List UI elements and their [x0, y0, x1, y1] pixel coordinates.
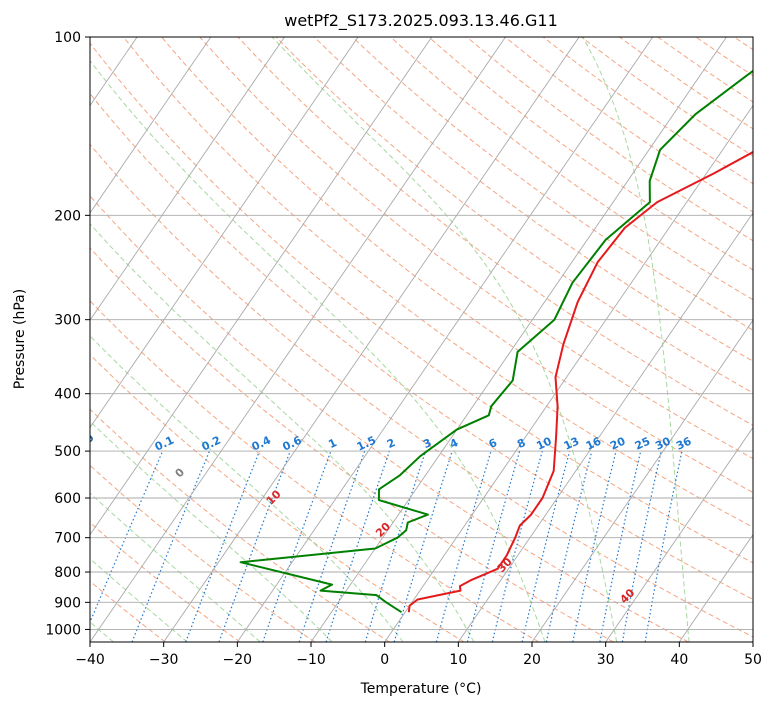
dry-adiabat: [275, 37, 753, 394]
mixing-ratio-label: 10: [534, 434, 554, 452]
x-tick-label: −30: [149, 652, 179, 668]
mixing-ratio-label: 16: [584, 434, 604, 452]
isotherm: [457, 212, 753, 642]
mixing-ratio-line: [466, 450, 521, 642]
isotherm: [163, 37, 580, 642]
y-axis: 100 200 300 400 500 600 700 800 900 1000: [45, 30, 90, 638]
temperature-profile: [407, 150, 753, 613]
mixing-ratio-line: [262, 450, 332, 642]
background-lines: [90, 37, 753, 642]
moist-adiabat: [90, 59, 546, 642]
dry-adiabat: [123, 37, 753, 528]
plot-frame: [89, 36, 754, 643]
y-tick-label: 600: [54, 491, 81, 507]
moist-adiabat: [582, 37, 690, 642]
isotherm: [310, 37, 727, 642]
x-tick-label: −20: [223, 652, 253, 668]
y-axis-label: Pressure (hPa): [12, 289, 28, 389]
dry-adiabat: [390, 37, 753, 301]
mixing-ratio-line: [325, 450, 390, 642]
mixing-ratio-label: 25: [633, 435, 652, 453]
isotherm: [90, 37, 359, 429]
y-tick-label: 500: [54, 444, 81, 460]
mixing-ratio-label: 20: [608, 434, 628, 452]
moist-adiabat: [90, 223, 475, 642]
dry-adiabat: [161, 37, 753, 494]
y-tick-label: 400: [54, 387, 81, 403]
mixing-ratio-line: [218, 450, 291, 642]
y-tick-label: 100: [54, 30, 81, 46]
isotherm: [236, 37, 654, 642]
isotherm: [678, 533, 753, 642]
mixing-ratio-line: [545, 450, 593, 642]
y-tick-label: 1000: [45, 622, 81, 638]
x-tick-label: −40: [75, 652, 105, 668]
y-tick-label: 900: [54, 595, 81, 611]
isotherm: [90, 37, 212, 214]
grid: [90, 37, 753, 642]
isotherm: [384, 104, 753, 642]
mixing-ratio-line: [185, 450, 261, 642]
mixing-ratio-label: 36: [674, 434, 694, 452]
chart-title: wetPf2_S173.2025.093.13.46.G11: [284, 11, 558, 31]
dry-adiabat: [90, 408, 390, 642]
mixing-ratio-line: [364, 450, 427, 642]
y-tick-label: 200: [54, 208, 81, 224]
dry-adiabat: [90, 92, 753, 601]
moist-adiabat: [90, 335, 404, 642]
dry-adiabat: [90, 580, 166, 642]
mixing-ratio-label: 13: [562, 435, 581, 453]
dry-adiabat: [90, 247, 614, 642]
mixing-ratio-line: [131, 450, 211, 642]
y-tick-label: 800: [54, 565, 81, 581]
dry-adiabat: [90, 464, 315, 642]
dry-adiabat: [237, 37, 753, 426]
x-tick-label: 50: [744, 652, 762, 668]
x-tick-label: 20: [523, 652, 541, 668]
x-tick-label: 10: [449, 652, 467, 668]
isotherm: [90, 37, 285, 322]
dry-adiabat: [90, 195, 689, 642]
isotherm: [90, 37, 433, 536]
dry-adiabat: [90, 300, 540, 642]
y-tick-label: 300: [54, 313, 81, 329]
mixing-ratio-label: 30: [653, 434, 673, 452]
x-tick-label: 40: [670, 652, 688, 668]
moist-adiabat: [271, 37, 618, 642]
mixing-ratio-line: [435, 450, 492, 642]
x-tick-label: 0: [380, 652, 389, 668]
x-axis: −40 −30 −20 −10 0 10 20 30 40 50: [75, 642, 762, 668]
isotherm: [90, 37, 506, 642]
mixing-ratio-line: [90, 450, 164, 624]
mixing-ratio-line: [572, 450, 617, 642]
y-tick-label: 700: [54, 531, 81, 547]
x-axis-label: Temperature (°C): [360, 681, 482, 697]
isotherm: [531, 319, 753, 642]
profiles: [239, 69, 753, 614]
dewpoint-profile: [239, 69, 753, 614]
dry-adiabat: [90, 353, 465, 642]
x-tick-label: −10: [296, 652, 326, 668]
isotherm: [605, 426, 753, 642]
x-tick-label: 30: [597, 652, 615, 668]
mixing-ratio-line: [521, 450, 571, 642]
mixing-ratio-line: [298, 450, 366, 642]
dry-adiabat-label: -10: [73, 431, 96, 454]
